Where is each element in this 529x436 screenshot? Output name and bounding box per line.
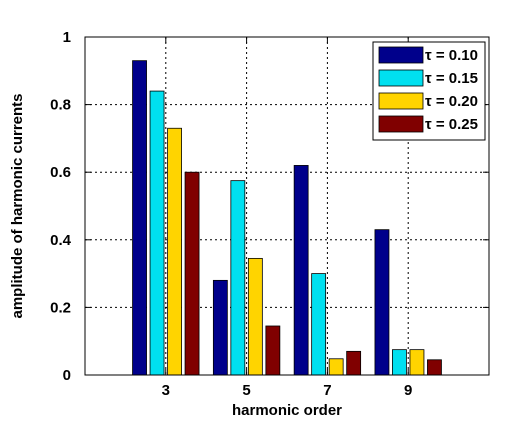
bar-5-series-1 — [212, 279, 228, 376]
x-tick-label: 9 — [404, 382, 412, 399]
bar-5-series-4 — [265, 325, 281, 376]
bar-3-series-3 — [167, 127, 182, 376]
legend-label: τ = 0.25 — [425, 116, 478, 133]
legend-label: τ = 0.10 — [425, 47, 478, 64]
y-tick-label: 0.6 — [50, 164, 71, 181]
bar-9-series-1 — [374, 229, 390, 376]
y-tick-label: 0 — [63, 367, 71, 384]
legend-swatch — [378, 46, 424, 64]
plot-frame — [84, 36, 490, 376]
y-tick-label: 0.8 — [50, 97, 71, 114]
legend-label: τ = 0.15 — [425, 70, 478, 87]
ticks: 3 5 7 9 0 0.2 0.4 0.6 0.8 1 — [50, 29, 489, 399]
legend-swatch — [378, 92, 424, 110]
legend-label: τ = 0.20 — [425, 93, 478, 110]
legend-swatch — [378, 115, 424, 133]
legend: τ = 0.10 τ = 0.15 τ = 0.20 τ = 0.25 — [372, 41, 486, 141]
bar-9-series-2 — [392, 349, 407, 376]
x-tick-label: 7 — [323, 382, 331, 399]
bar-7-series-2 — [311, 273, 327, 376]
bar-3-series-1 — [132, 60, 147, 376]
legend-swatch — [378, 69, 424, 87]
y-tick-label: 0.4 — [50, 232, 72, 249]
bar-9-series-4 — [427, 359, 442, 376]
y-tick-label: 1 — [63, 29, 71, 46]
bar-3-series-2 — [149, 90, 165, 376]
bar-7-series-3 — [328, 358, 344, 376]
bar-7-series-4 — [346, 350, 362, 376]
x-axis-label: harmonic order — [232, 402, 342, 419]
bar-3-series-4 — [184, 171, 200, 376]
x-tick-label: 5 — [242, 382, 250, 399]
bar-5-series-2 — [230, 180, 246, 376]
bars — [132, 60, 442, 376]
y-axis-label: amplitude of harmonic currents — [9, 93, 26, 318]
y-tick-label: 0.2 — [50, 299, 71, 316]
bar-5-series-3 — [247, 257, 263, 376]
x-tick-label: 3 — [162, 382, 170, 399]
bar-9-series-3 — [409, 349, 425, 376]
bar-7-series-1 — [293, 165, 309, 376]
